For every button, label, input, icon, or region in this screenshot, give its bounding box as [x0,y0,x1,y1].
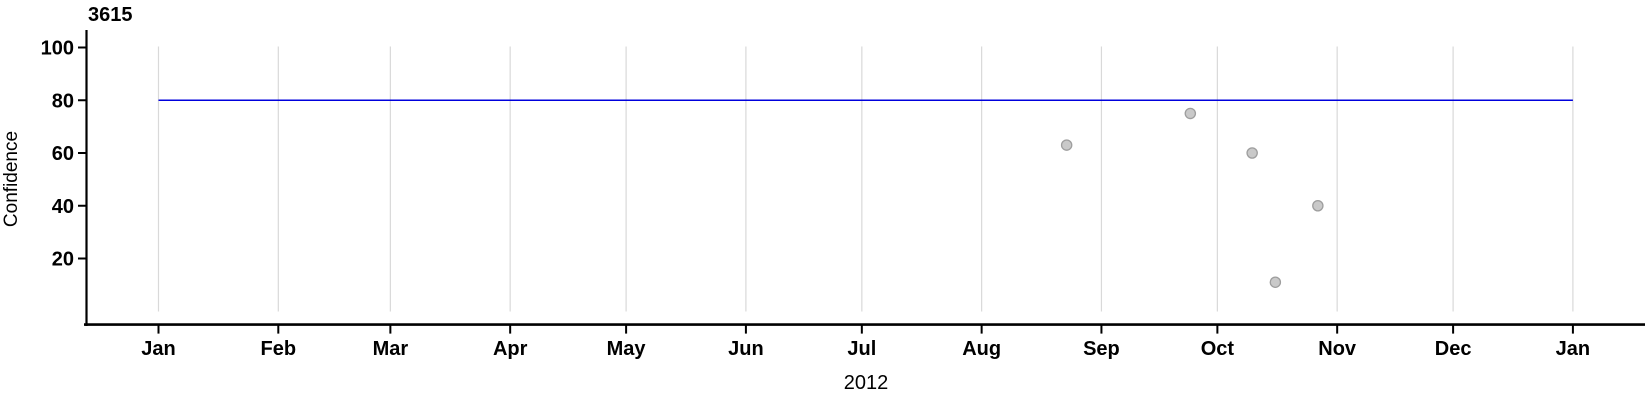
data-point [1312,199,1324,212]
x-tick-label: Apr [493,338,528,360]
data-point [1060,139,1073,151]
x-tick-label: Oct [1201,338,1235,360]
x-tick-label: Aug [962,338,1001,360]
y-tick-label: 20 [52,249,74,271]
y-tick-label: 60 [52,143,74,165]
y-tick-label: 100 [41,38,74,60]
x-tick-label: Sep [1083,338,1120,360]
x-tick-label: Feb [261,338,297,360]
x-tick-label: Nov [1318,338,1357,360]
month-gridlines [157,46,1574,312]
data-point [1246,147,1258,159]
tick-labels: Jan Feb Mar Apr May Jun Jul Aug Sep Oct Nov Dec Jan 1… [41,38,1591,361]
y-tick-label: 40 [52,196,74,218]
panel-title: 3615 [88,4,133,26]
x-tick-label: Jun [728,338,764,360]
x-tick-label: May [607,338,647,360]
x-tick-label: Dec [1435,338,1472,360]
y-axis-title: Confidence [1,131,22,227]
x-tick-label: Mar [373,338,409,360]
y-tick-label: 80 [52,90,74,112]
x-tick-label: Jan [141,338,175,360]
data-point [1184,107,1197,120]
axes-and-ticks [78,30,1645,334]
x-axis-title: 2012 [844,372,889,394]
data-point [1269,276,1282,288]
x-tick-label: Jan [1556,338,1590,360]
x-tick-label: Jul [847,338,876,360]
data-points [1060,107,1324,288]
